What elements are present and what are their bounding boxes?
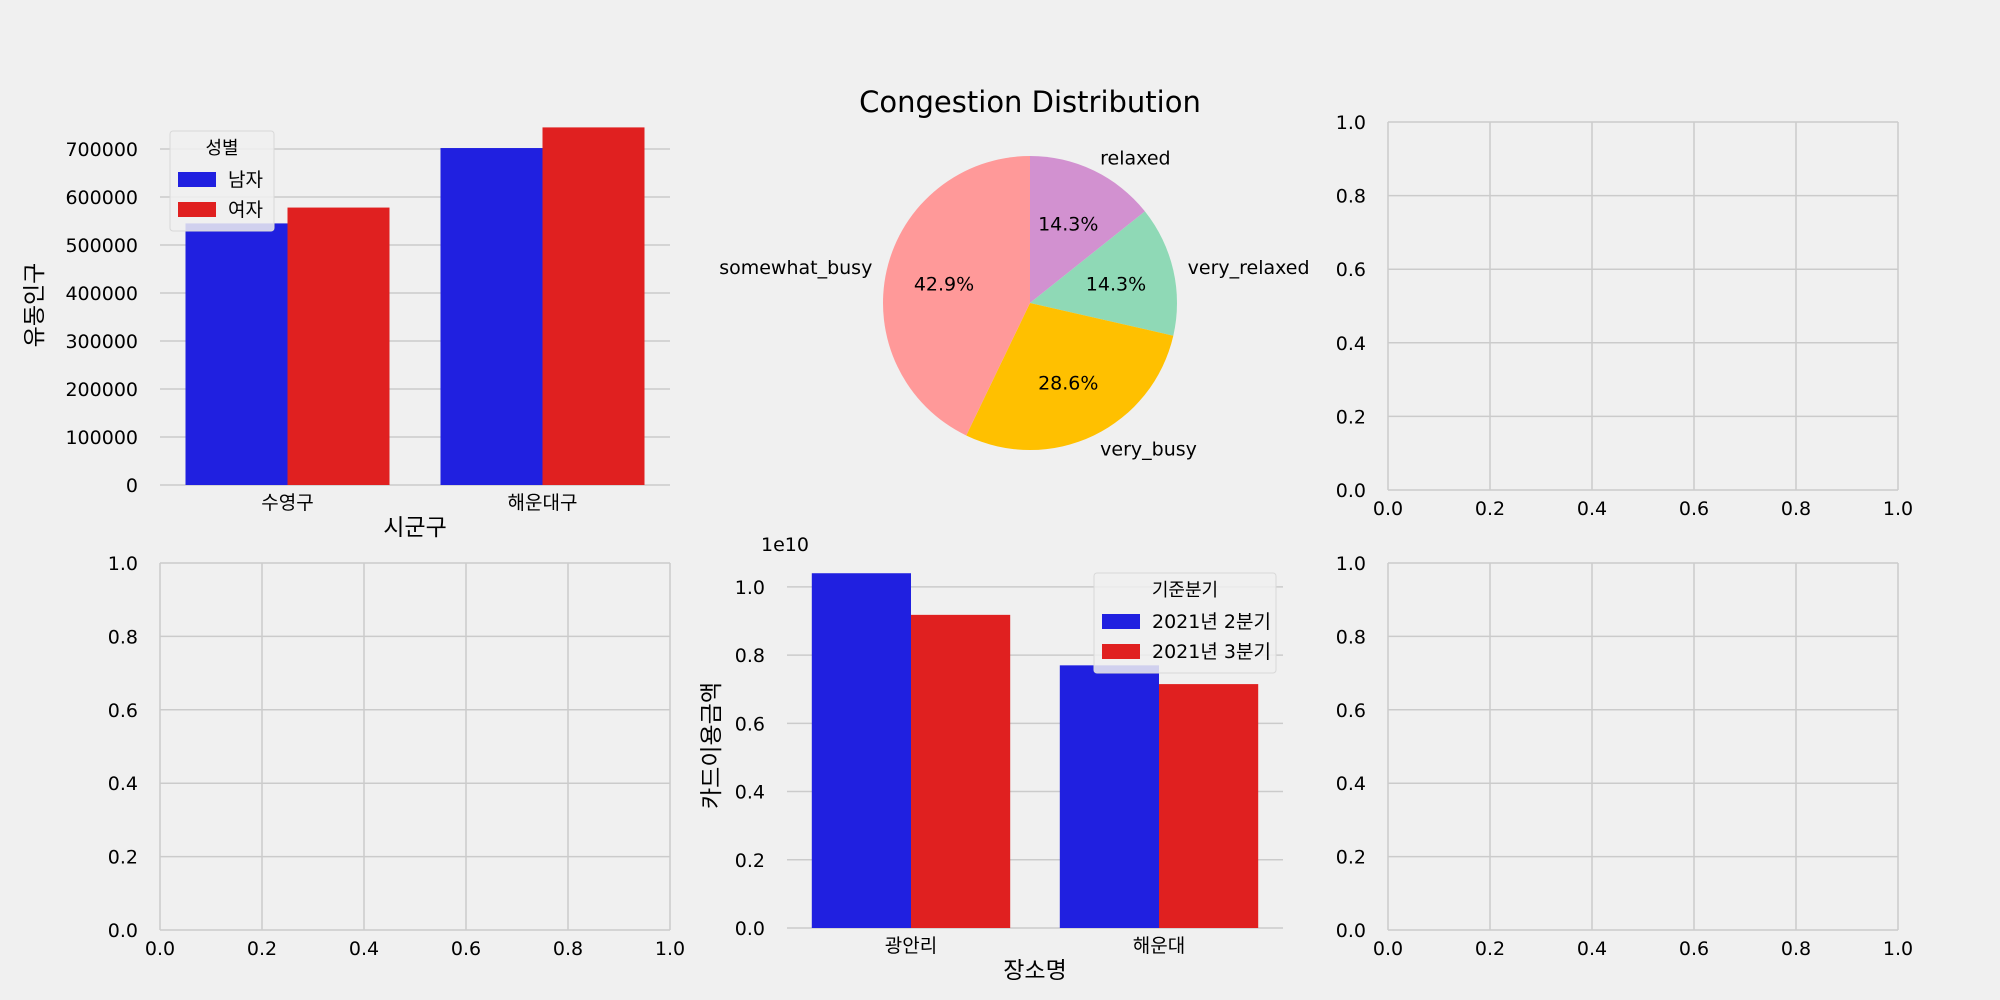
x-tick-label: 0.2 [1475,498,1505,520]
bar-수영구-남자 [185,223,288,485]
y-tick-label: 0.8 [735,645,765,667]
empty-bottom-right-axes: 0.0 0.0 0.2 0.2 0.4 0.4 0.6 0.6 0.8 0.8 1.0 1.0 [1336,553,1913,960]
y-tick-label: 0.6 [1336,259,1366,281]
y-tick-label: 1.0 [108,553,138,575]
y-tick-label: 0.2 [735,850,765,872]
bar-광안리-2021년 2분기 [811,573,911,928]
legend-entry: 여자 [228,199,263,221]
y-tick-label: 0.2 [1336,406,1366,428]
y-tick-label: 0.4 [1336,773,1366,795]
bar-해운대구-남자 [440,148,543,486]
y-tick-label: 100000 [65,427,138,449]
pie-category-label: very_relaxed [1188,257,1310,279]
y-offset-text: 1e10 [761,534,809,556]
y-tick-label: 0.0 [1336,480,1366,502]
x-tick-label: 0.0 [1373,938,1403,960]
y-tick-label: 0 [126,475,138,497]
y-tick-label: 0.8 [108,626,138,648]
empty-top-right-axes: 0.0 0.0 0.2 0.2 0.4 0.4 0.6 0.6 0.8 0.8 1.0 1.0 [1336,112,1913,520]
legend-swatch [1102,644,1140,659]
x-tick-label: 0.4 [349,938,379,960]
x-tick-label: 0.8 [1781,938,1811,960]
x-tick-label: 0.4 [1577,498,1607,520]
x-tick-label: 1.0 [655,938,685,960]
pie-slice-very_relaxed [1030,211,1177,336]
y-axis-label: 카드이용금액 [699,682,725,809]
pie-pct-label: 14.3% [1038,214,1098,236]
y-tick-label: 0.2 [108,847,138,869]
y-tick-label: 0.4 [108,773,138,795]
x-tick-label: 0.8 [553,938,583,960]
y-tick-label: 0.6 [108,700,138,722]
y-tick-label: 700000 [65,139,138,161]
x-tick-label: 0.8 [1781,498,1811,520]
x-tick-label: 0.6 [1679,498,1709,520]
x-axis-label: 장소명 [1003,958,1066,984]
x-tick-label: 0.6 [1679,938,1709,960]
pie-pct-label: 14.3% [1086,273,1146,295]
y-tick-label: 0.4 [1336,333,1366,355]
empty-bottom-left-axes: 0.0 0.0 0.2 0.2 0.4 0.4 0.6 0.6 0.8 0.8 1.0 1.0 [108,553,685,960]
x-axis-label: 시군구 [383,515,446,541]
pie-slice-very_busy [966,303,1174,450]
legend-entry: 남자 [228,169,263,191]
bar-수영구-여자 [287,207,390,485]
pie-category-label: relaxed [1100,147,1170,169]
gender-population-chart: 0 100000 200000 300000 400000 500000 600000 700… [22,127,670,541]
x-tick-label: 해운대구 [508,492,578,514]
y-tick-label: 0.0 [735,918,765,940]
pie-slice-relaxed [1030,156,1145,303]
legend-swatch [178,172,216,187]
legend-title: 기준분기 [1152,580,1218,601]
legend-entry: 2021년 3분기 [1152,641,1271,663]
x-tick-label: 수영구 [261,492,313,514]
bar-광안리-2021년 3분기 [911,614,1011,928]
y-tick-label: 0.6 [735,713,765,735]
x-tick-label: 0.2 [1475,938,1505,960]
legend-title: 성별 [205,138,238,159]
y-tick-label: 0.4 [735,782,765,804]
y-tick-label: 600000 [65,187,138,209]
x-tick-label: 광안리 [885,935,937,957]
x-tick-label: 0.0 [145,938,175,960]
y-tick-label: 0.2 [1336,847,1366,869]
x-tick-label: 0.4 [1577,938,1607,960]
x-tick-label: 0.2 [247,938,277,960]
y-axis-label: 유동인구 [22,263,48,348]
card-spending-legend: 기준분기 2021년 2분기 2021년 3분기 [1093,572,1277,674]
pie-category-label: somewhat_busy [719,257,872,279]
y-tick-label: 500000 [65,235,138,257]
x-tick-label: 1.0 [1883,498,1913,520]
x-tick-label: 해운대 [1133,935,1185,957]
y-tick-label: 0.6 [1336,700,1366,722]
y-tick-label: 0.8 [1336,626,1366,648]
pie-pct-label: 28.6% [1038,372,1098,394]
y-tick-label: 0.0 [108,920,138,942]
x-tick-label: 0.0 [1373,498,1403,520]
pie-pct-label: 42.9% [914,273,974,295]
y-tick-label: 1.0 [1336,112,1366,134]
legend-entry: 2021년 2분기 [1152,611,1271,633]
y-tick-label: 1.0 [1336,553,1366,575]
bar-해운대구-여자 [542,127,645,486]
y-tick-label: 1.0 [735,577,765,599]
congestion-pie-chart: 14.3% relaxed 14.3% very_relaxed 28.6% very_b… [719,85,1309,461]
y-tick-label: 400000 [65,283,138,305]
y-tick-label: 0.8 [1336,186,1366,208]
y-tick-label: 300000 [65,331,138,353]
x-tick-label: 1.0 [1883,938,1913,960]
legend-swatch [178,202,216,217]
pie-category-label: very_busy [1100,439,1197,461]
pie-slice-somewhat_busy [883,155,1030,436]
legend-swatch [1102,614,1140,629]
x-tick-label: 0.6 [451,938,481,960]
y-tick-label: 200000 [65,379,138,401]
chart-title: Congestion Distribution [859,85,1201,119]
bar-해운대-2021년 3분기 [1159,684,1259,928]
bar-해운대-2021년 2분기 [1059,665,1159,928]
y-tick-label: 0.0 [1336,920,1366,942]
